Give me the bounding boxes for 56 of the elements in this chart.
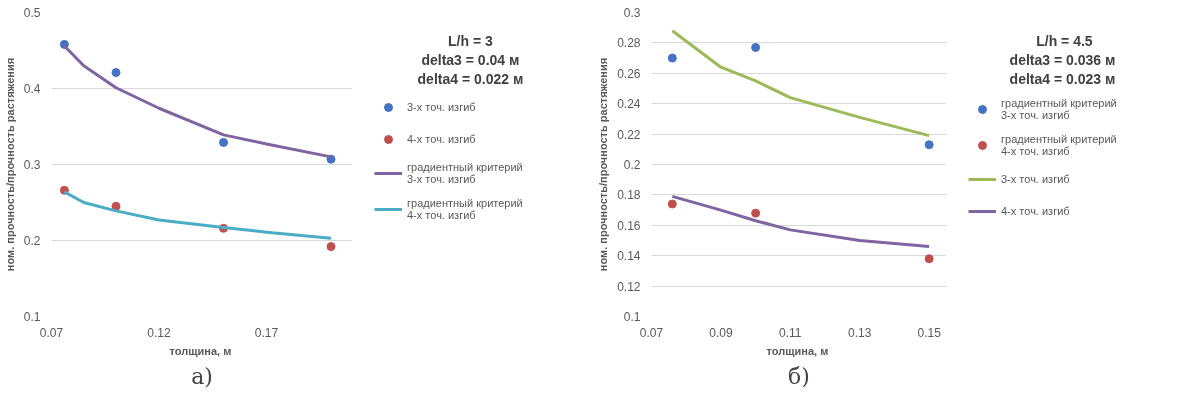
x-tick-label: 0.13 [848, 325, 872, 340]
legend-label: 3-х точ. изгиб [1001, 173, 1070, 185]
point [924, 254, 934, 264]
y-tick-label: 0.1 [23, 310, 41, 324]
text: delta3 = 0.036 м [1009, 51, 1116, 68]
line-series [670, 194, 931, 249]
text: L/h = 4.5 [1036, 32, 1093, 49]
y-tick-label: 0.3 [23, 158, 41, 172]
line-series [670, 29, 931, 138]
x-tick-label: 0.11 [779, 325, 802, 340]
point [219, 137, 228, 147]
legend-label: 4-х точ. изгиб [1001, 205, 1070, 217]
x-tick-label: 0.17 [254, 325, 279, 340]
y-tick-label: 0.16 [617, 218, 641, 233]
y-tick-label: 0.26 [617, 66, 641, 81]
x-axis-title: толщина, м [766, 344, 829, 357]
y-tick-label: 0.5 [23, 6, 41, 20]
x-tick-label: 0.07 [39, 325, 64, 340]
legend-label: градиентный критерий 3-х точ. изгиб [1001, 97, 1117, 121]
point [751, 208, 761, 218]
text: L/h = 3 [448, 32, 493, 49]
y-tick-label: 0.4 [23, 82, 41, 96]
point [326, 242, 336, 252]
legend-label: 3-х точ. изгиб [407, 101, 476, 113]
point [667, 53, 677, 63]
y-tick-label: 0.2 [23, 234, 41, 248]
text: delta4 = 0.022 м [417, 70, 524, 87]
y-tick-label: 0.1 [623, 310, 641, 324]
x-tick-label: 0.15 [917, 325, 942, 340]
text: delta3 = 0.04 м [421, 51, 520, 68]
point [111, 201, 121, 211]
point [924, 140, 934, 150]
text: delta4 = 0.023 м [1009, 70, 1116, 87]
y-tick-label: 0.22 [617, 127, 641, 142]
point [667, 199, 677, 209]
legend-label: градиентный критерий 4-х точ. изгиб [407, 197, 523, 221]
text: б) [788, 363, 810, 389]
point [751, 42, 761, 52]
y-tick-label: 0.14 [617, 249, 641, 264]
legend-label: градиентный критерий 4-х точ. изгиб [1001, 133, 1117, 157]
x-tick-label: 0.07 [639, 325, 664, 340]
point [111, 68, 121, 78]
y-tick-label: 0.18 [617, 188, 641, 203]
y-axis-title: ном. прочность/прочность растяжения [3, 57, 16, 272]
y-tick-label: 0.24 [617, 97, 641, 112]
text: а) [191, 363, 213, 389]
y-tick-label: 0.28 [617, 36, 641, 51]
x-tick-label: 0.12 [147, 325, 171, 340]
legend-label: градиентный критерий 3-х точ. изгиб [407, 161, 523, 185]
legend-label: 4-х точ. изгиб [407, 133, 476, 145]
y-tick-label: 0.3 [623, 6, 641, 20]
x-axis-title: толщина, м [169, 344, 232, 357]
y-tick-label: 0.2 [623, 158, 641, 172]
y-axis-title: ном. прочность/прочность растяжения [597, 57, 610, 272]
y-tick-label: 0.12 [617, 279, 641, 294]
x-tick-label: 0.09 [709, 325, 733, 340]
